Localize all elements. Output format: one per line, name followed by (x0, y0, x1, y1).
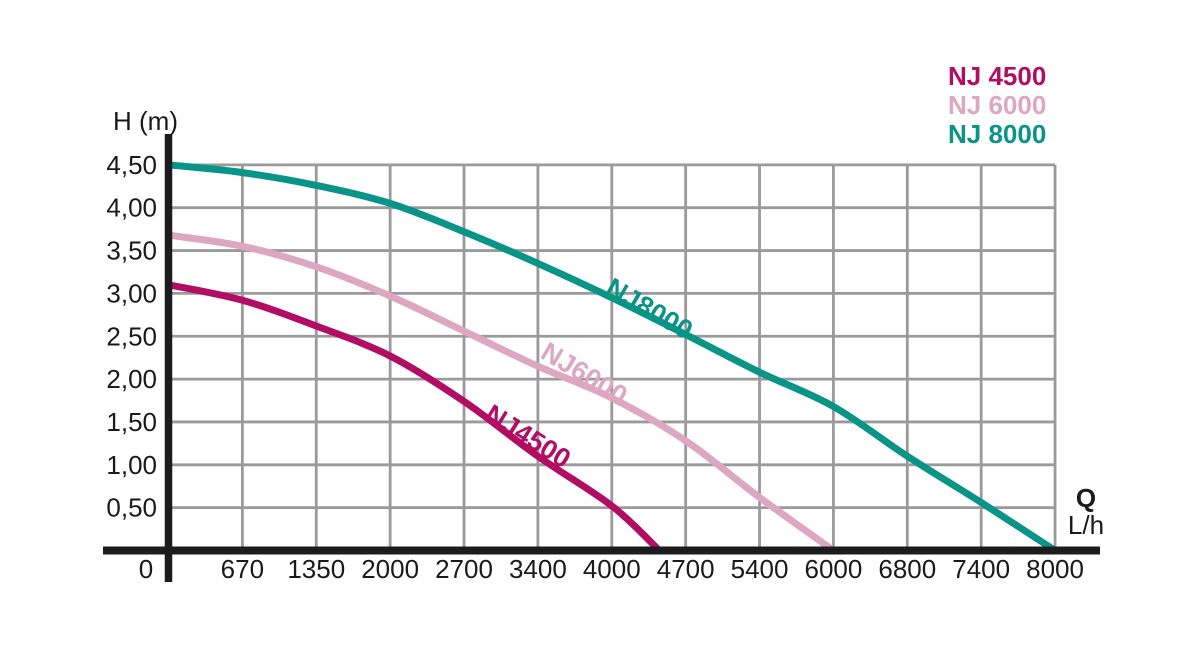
y-tick-label-4: 4,00 (106, 193, 157, 223)
x-tick-label-4700: 4700 (657, 554, 715, 584)
curve-nj6000 (167, 231, 836, 554)
x-axis-title: Q (1075, 483, 1097, 513)
y-axis-title: H (m) (113, 106, 178, 136)
x-tick-label-6000: 6000 (804, 554, 862, 584)
x-tick-label-4000: 4000 (583, 554, 641, 584)
y-tick-label-3.5: 3,50 (106, 236, 157, 266)
x-tick-label-7400: 7400 (952, 554, 1010, 584)
x-axis-unit: L/h (1067, 510, 1105, 540)
y-tick-label-2: 2,00 (106, 364, 157, 394)
x-tick-label-670: 670 (221, 554, 264, 584)
x-tick-label-1350: 1350 (287, 554, 345, 584)
x-tick-label-2700: 2700 (435, 554, 493, 584)
y-tick-label-0.5: 0,50 (106, 493, 157, 523)
y-tick-label-2.5: 2,50 (106, 321, 157, 351)
curve-nj8000 (168, 161, 1057, 554)
x-tick-label-5400: 5400 (731, 554, 789, 584)
x-tick-label-8000: 8000 (1026, 554, 1084, 584)
x-tick-label-3400: 3400 (509, 554, 567, 584)
x-tick-label-6800: 6800 (878, 554, 936, 584)
legend-item-nj4500: NJ 4500 (948, 61, 1047, 91)
curve-label-nj8000: NJ8000 (601, 272, 698, 345)
y-tick-label-1.5: 1,50 (106, 407, 157, 437)
curve-nj4500 (167, 281, 662, 554)
legend-item-nj6000: NJ 6000 (948, 90, 1047, 120)
x-tick-label-2000: 2000 (361, 554, 419, 584)
legend-item-nj8000: NJ 8000 (948, 119, 1047, 149)
curve-label-nj4500: NJ4500 (480, 399, 576, 475)
y-tick-label-1: 1,00 (106, 450, 157, 480)
chart-legend: NJ 4500 NJ 6000 NJ 8000 (948, 62, 1046, 149)
y-tick-label-4.5: 4,50 (106, 150, 157, 180)
x-tick-label-0: 0 (139, 554, 153, 584)
y-tick-label-3: 3,00 (106, 278, 157, 308)
